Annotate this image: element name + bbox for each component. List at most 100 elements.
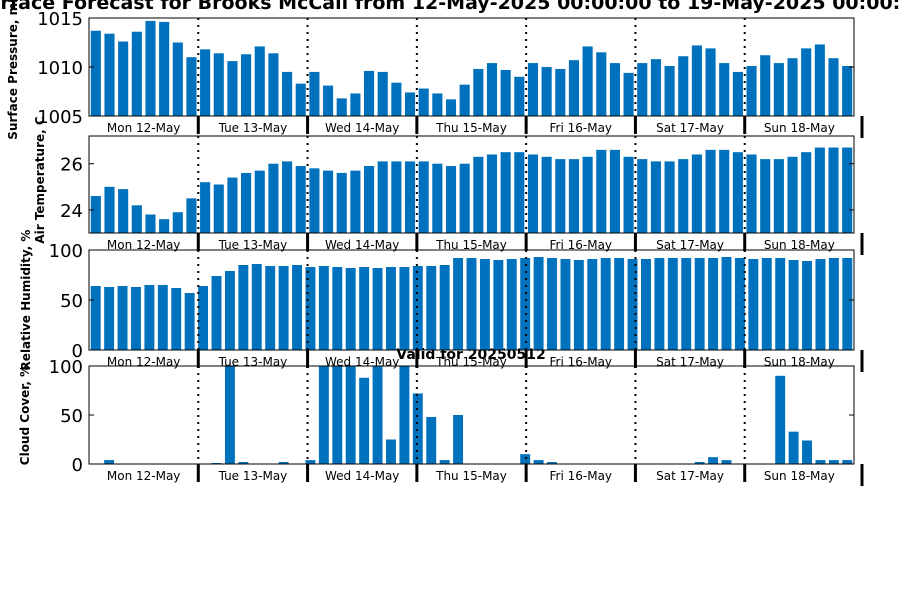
data-bar (486, 154, 498, 233)
data-bar (568, 60, 580, 116)
data-bar (144, 285, 155, 350)
data-bar (117, 286, 128, 350)
data-bar (404, 92, 416, 116)
data-bar (295, 83, 306, 116)
data-bar (664, 161, 675, 233)
y-tick-label: 0 (72, 341, 83, 362)
data-bar (587, 259, 598, 350)
data-bar (224, 366, 235, 464)
data-bar (186, 198, 197, 233)
data-bar (459, 163, 470, 233)
data-bar (439, 265, 450, 350)
data-bar (439, 460, 450, 464)
data-bar (305, 460, 316, 464)
x-tick-label: Sat 17-May (656, 121, 724, 135)
x-tick-label: Fri 16-May (550, 469, 613, 483)
data-bar (453, 258, 464, 350)
data-bar (268, 163, 279, 233)
x-tick-label: Mon 12-May (107, 469, 181, 483)
data-bar (254, 170, 265, 233)
data-bar (609, 149, 620, 233)
data-bar (520, 258, 531, 350)
data-bar (363, 70, 375, 116)
data-bar (815, 259, 826, 350)
data-bar (527, 63, 539, 116)
data-bar (705, 149, 716, 233)
data-bar (251, 264, 262, 350)
data-bar (533, 460, 544, 464)
data-bar (200, 49, 211, 116)
data-bar (533, 257, 544, 350)
data-bar (345, 268, 356, 350)
data-bar (627, 259, 638, 350)
data-bar (486, 63, 498, 116)
data-bar (157, 285, 168, 350)
data-bar (721, 257, 732, 350)
data-bar (842, 66, 853, 116)
x-tick-label: Sun 18-May (764, 355, 835, 369)
data-bar (520, 454, 531, 464)
data-bar (761, 258, 772, 350)
data-bar (568, 159, 580, 233)
data-bar (418, 88, 429, 116)
data-bar (90, 30, 101, 117)
data-bar (641, 259, 651, 350)
data-bar (842, 460, 853, 464)
x-tick-label: Sun 18-May (764, 121, 835, 135)
data-bar (238, 462, 249, 464)
y-tick-label: 100 (49, 241, 83, 262)
data-bar (278, 266, 289, 350)
x-tick-label: Wed 14-May (325, 238, 399, 252)
data-bar (241, 54, 252, 116)
x-tick-label: Sun 18-May (764, 469, 835, 483)
x-tick-label: Sat 17-May (656, 469, 724, 483)
data-bar (748, 259, 759, 350)
data-bar (426, 416, 437, 464)
x-tick-label: Mon 12-May (107, 121, 181, 135)
data-bar (372, 366, 383, 464)
data-bar (211, 276, 222, 350)
x-tick-label: Sun 18-May (764, 238, 835, 252)
data-bar (404, 161, 416, 233)
data-bar (694, 462, 705, 464)
data-bar (432, 93, 443, 116)
data-bar (241, 172, 252, 233)
data-bar (801, 48, 812, 116)
data-bar (814, 147, 825, 233)
data-bar (705, 48, 716, 116)
data-bar (213, 53, 224, 116)
data-bar (418, 161, 429, 233)
data-bar (104, 287, 115, 350)
data-bar (815, 460, 826, 464)
data-bar (650, 59, 661, 116)
x-tick-label: Fri 16-May (550, 121, 613, 135)
data-bar (359, 377, 370, 464)
data-bar (555, 159, 566, 233)
data-bar (391, 161, 402, 233)
data-bar (828, 258, 839, 350)
x-tick-label: Tue 13-May (218, 121, 288, 135)
data-bar (386, 267, 396, 350)
data-bar (336, 172, 347, 233)
data-bar (305, 267, 316, 350)
data-bar (318, 266, 329, 350)
data-bar (527, 154, 539, 233)
data-bar (268, 53, 279, 116)
x-tick-label: Tue 13-May (218, 469, 288, 483)
data-bar (500, 152, 511, 233)
data-bar (623, 72, 634, 116)
data-bar (323, 170, 334, 233)
data-bar (238, 265, 249, 350)
data-bar (760, 55, 771, 116)
data-bar (802, 261, 812, 350)
data-bar (514, 152, 525, 233)
data-bar (90, 286, 101, 350)
data-bar (678, 56, 689, 116)
x-tick-label: Mon 12-May (107, 238, 181, 252)
data-bar (760, 159, 771, 233)
data-bar (459, 84, 470, 116)
data-bar (200, 182, 211, 233)
data-bar (788, 431, 799, 464)
data-bar (802, 440, 812, 464)
